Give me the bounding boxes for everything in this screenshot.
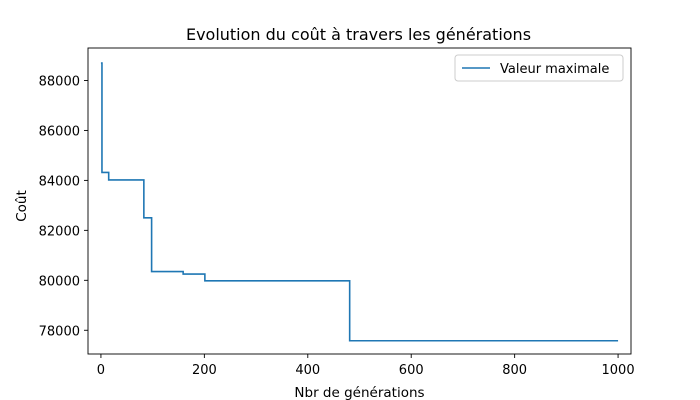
x-tick-label: 600 <box>399 363 424 378</box>
x-tick-label: 200 <box>192 363 217 378</box>
x-tick-label: 400 <box>295 363 320 378</box>
plot-area: 0 200 400 600 800 1000 78000 80000 82000 84000 860… <box>39 62 635 378</box>
x-tick-label: 0 <box>97 363 105 378</box>
y-axis-label: Coût <box>14 190 30 222</box>
x-tick-label: 1000 <box>602 363 635 378</box>
x-axis-label: Nbr de générations <box>294 385 424 400</box>
chart-title: Evolution du coût à travers les générati… <box>186 25 531 44</box>
legend-box <box>454 54 624 82</box>
series-line <box>100 62 619 342</box>
x-tick-label: 800 <box>502 363 527 378</box>
y-tick-label: 88000 <box>39 74 80 89</box>
y-tick-label: 82000 <box>39 224 80 239</box>
legend: Valeur maximale <box>454 54 624 82</box>
y-tick-label: 86000 <box>39 124 80 139</box>
y-tick-label: 78000 <box>39 324 80 339</box>
y-tick-label: 84000 <box>39 174 80 189</box>
legend-label: Valeur maximale <box>500 62 609 77</box>
y-tick-label: 80000 <box>39 274 80 289</box>
axes-frame <box>87 47 632 355</box>
